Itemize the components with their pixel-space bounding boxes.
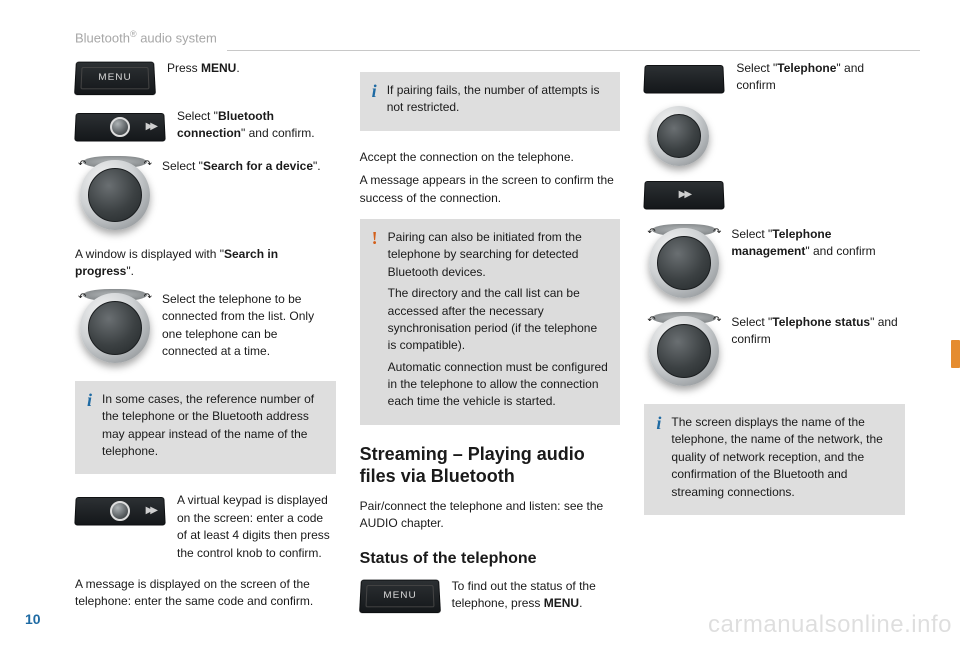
callout-text: If pairing fails, the number of attempts… (387, 82, 609, 117)
step-status-press-menu: To find out the status of the telephone,… (360, 578, 621, 617)
text: Accept the connection on the telephone. (360, 149, 621, 166)
heading-streaming: Streaming – Playing audio files via Blue… (360, 443, 621, 488)
callout-text: Pairing can also be initiated from the t… (388, 229, 609, 281)
text: ". (313, 159, 321, 173)
rocker-left-right-icon (75, 112, 165, 142)
callout-text: The directory and the call list can be a… (388, 285, 609, 355)
page-number: 10 (25, 609, 41, 629)
text: A message is displayed on the screen of … (75, 576, 336, 611)
text: . (579, 596, 582, 610)
info-icon: i (656, 414, 661, 432)
rotary-knob-icon (649, 106, 709, 166)
callout-warning-pairing: ! Pairing can also be initiated from the… (360, 219, 621, 425)
text: Select " (736, 61, 777, 75)
step-press-menu: Press MENU. (75, 60, 336, 98)
info-icon: i (87, 391, 92, 409)
rocker-left-right-icon (75, 496, 165, 526)
text: Select " (177, 109, 218, 123)
text: ". (126, 264, 134, 278)
rocker-rewind-icon (644, 64, 724, 94)
text: Select the telephone to be connected fro… (162, 291, 336, 361)
text: Press (167, 61, 201, 75)
rocker-forward-icon (644, 180, 724, 210)
text: Select " (731, 227, 772, 241)
text: " and confirm. (241, 126, 315, 140)
chapter-suffix: audio system (137, 30, 217, 45)
rotary-knob-icon: ↶↷ (649, 228, 719, 298)
warning-icon: ! (372, 229, 378, 247)
streaming-paragraph: Pair/connect the telephone and listen: s… (360, 498, 621, 533)
callout-info-screen-displays: i The screen displays the name of the te… (644, 404, 905, 515)
bold: Search for a device (203, 159, 313, 173)
manual-page: Bluetooth® audio system Press MENU. Sele… (0, 0, 960, 649)
watermark: carmanualsonline.info (708, 608, 952, 643)
chapter-prefix: Bluetooth (75, 30, 130, 45)
bold: Telephone status (772, 315, 870, 329)
callout-text: The screen displays the name of the tele… (671, 414, 893, 501)
registered-mark: ® (130, 29, 137, 39)
search-in-progress: A window is displayed with "Search in pr… (75, 246, 336, 281)
confirm-on-phone: A message is displayed on the screen of … (75, 576, 336, 611)
step-select-telephone-status: ↶↷ Select "Telephone status" and confirm (644, 314, 905, 392)
side-highlight-bar (951, 340, 960, 368)
bold: MENU (201, 61, 236, 75)
callout-text: In some cases, the reference number of t… (102, 391, 324, 461)
text: Select " (162, 159, 203, 173)
header-rule (227, 50, 920, 51)
heading-status: Status of the telephone (360, 547, 621, 570)
text: " and confirm (805, 244, 875, 258)
step-select-telephone-management: ↶↷ Select "Telephone management" and con… (644, 226, 905, 304)
info-icon: i (372, 82, 377, 100)
content-columns: Press MENU. Select "Bluetooth connection… (75, 60, 905, 629)
column-left: Press MENU. Select "Bluetooth connection… (75, 60, 336, 629)
rotary-knob-icon: ↶↷ (649, 316, 719, 386)
accept-connection: Accept the connection on the telephone. … (360, 149, 621, 207)
bold: Telephone (777, 61, 836, 75)
column-middle: i If pairing fails, the number of attemp… (360, 60, 621, 629)
column-right: Select "Telephone" and confirm ↶↷ Select… (644, 60, 905, 629)
menu-button-icon (74, 62, 156, 95)
step-select-bt-connection: Select "Bluetooth connection" and confir… (75, 108, 336, 148)
text: Pair/connect the telephone and listen: s… (360, 498, 621, 533)
text: Select " (731, 315, 772, 329)
text: . (236, 61, 239, 75)
chapter-title: Bluetooth® audio system (75, 28, 217, 51)
step-keypad: A virtual keypad is displayed on the scr… (75, 492, 336, 566)
callout-info-pairing-fails: i If pairing fails, the number of attemp… (360, 72, 621, 131)
rotary-knob-icon: ↶↷ (80, 293, 150, 363)
step-select-phone: ↶↷ Select the telephone to be connected … (75, 291, 336, 369)
step-select-telephone: Select "Telephone" and confirm (644, 60, 905, 216)
page-header: Bluetooth® audio system (75, 28, 920, 51)
text: A message appears in the screen to confi… (360, 172, 621, 207)
text: A virtual keypad is displayed on the scr… (177, 492, 336, 562)
callout-info-reference-number: i In some cases, the reference number of… (75, 381, 336, 475)
text: A window is displayed with " (75, 247, 224, 261)
callout-text: Automatic connection must be configured … (388, 359, 609, 411)
bold: MENU (544, 596, 579, 610)
rotary-knob-icon: ↶↷ (80, 160, 150, 230)
menu-button-icon (359, 580, 441, 613)
step-search-device: ↶↷ Select "Search for a device". (75, 158, 336, 236)
